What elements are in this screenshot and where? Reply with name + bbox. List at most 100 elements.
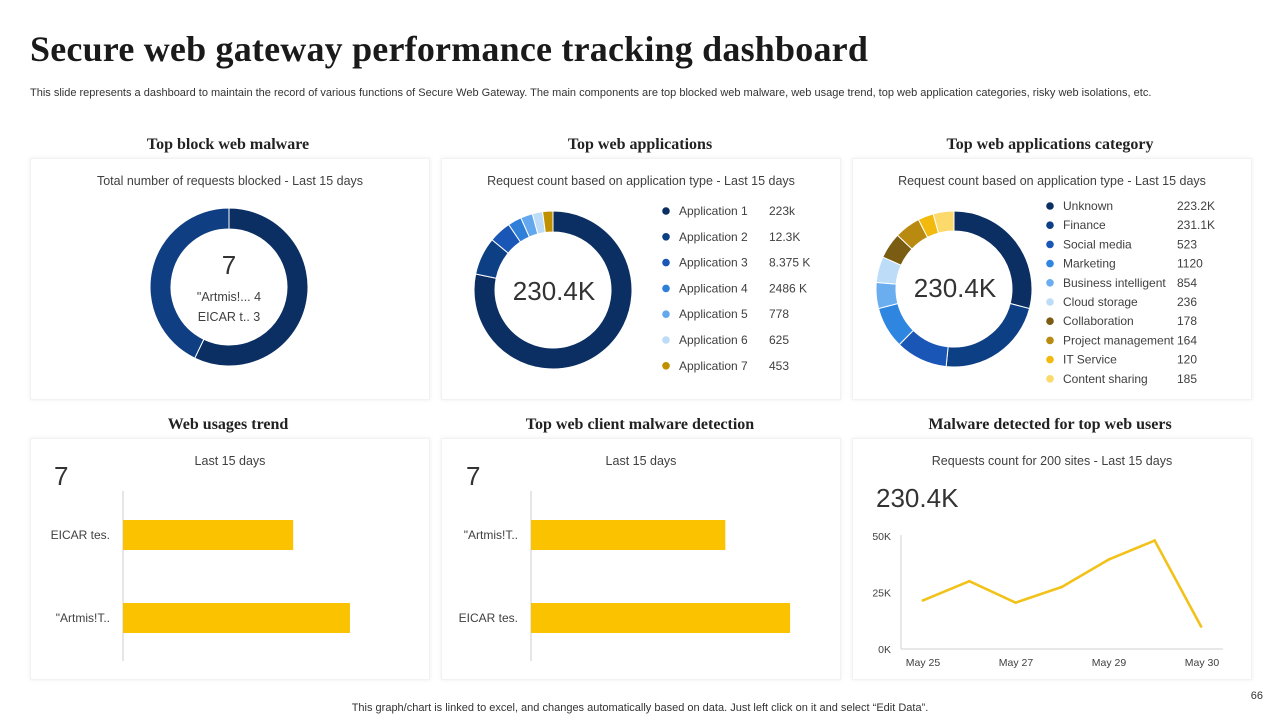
category-donut-chart[interactable]: 230.4K Unknown 223.2K Finance 231.1K Social … xyxy=(853,159,1251,399)
malware-slice-eicar-t[interactable] xyxy=(149,207,230,359)
users-line-point[interactable] xyxy=(1153,539,1157,542)
apps-legend-marker xyxy=(662,258,670,267)
category-legend-marker xyxy=(1046,221,1054,229)
apps-legend-label: Application 6 xyxy=(679,333,748,347)
page-number: 66 xyxy=(1250,690,1263,702)
category-legend-label: Marketing xyxy=(1063,257,1116,271)
apps-card-subtitle: Request count based on application type … xyxy=(487,174,795,188)
users-line[interactable] xyxy=(922,539,1203,628)
usage-bar-chart[interactable]: 7 EICAR tes. "Artmis!T.. xyxy=(31,439,429,679)
client-card-title: Top web client malware detection xyxy=(525,416,755,433)
category-legend-label: Business intelligent xyxy=(1063,276,1166,290)
apps-legend-label: Application 5 xyxy=(679,307,748,321)
category-legend-marker xyxy=(1046,336,1054,345)
category-donut-slices xyxy=(875,210,1033,368)
users-big-value: 230.4K xyxy=(876,483,959,513)
apps-center-value: 230.4K xyxy=(513,276,596,306)
apps-legend: Application 1 223k Application 2 12.3K Appli… xyxy=(662,204,810,373)
page-description: This slide represents a dashboard to mai… xyxy=(30,87,1152,99)
usage-bar[interactable] xyxy=(123,603,350,633)
category-legend-label: Finance xyxy=(1063,218,1106,232)
category-legend-label: Content sharing xyxy=(1063,372,1148,386)
apps-legend-value: 223k xyxy=(769,204,796,218)
client-bar-chart[interactable]: 7 "Artmis!T.. EICAR tes. xyxy=(442,439,840,679)
category-legend-value: 236 xyxy=(1177,295,1197,309)
usage-card-subtitle: Last 15 days xyxy=(194,454,266,468)
users-line-point[interactable] xyxy=(967,579,971,583)
client-card-subtitle: Last 15 days xyxy=(605,454,677,468)
users-line-point[interactable] xyxy=(1060,585,1064,589)
category-legend-value: 223.2K xyxy=(1177,199,1215,213)
category-legend-value: 231.1K xyxy=(1177,218,1215,232)
users-line-point[interactable] xyxy=(1199,625,1203,628)
category-legend-marker xyxy=(1046,202,1054,210)
category-legend-value: 1120 xyxy=(1177,257,1203,271)
users-x-tick-label: May 30 xyxy=(1185,657,1220,669)
malware-donut-slices xyxy=(149,207,309,367)
apps-donut-chart[interactable]: 230.4K Application 1 223k Application 2 12.… xyxy=(442,159,840,399)
category-legend: Unknown 223.2K Finance 231.1K Social media 52… xyxy=(1046,199,1215,386)
apps-legend-marker xyxy=(662,284,670,293)
users-x-tick-label: May 29 xyxy=(1092,657,1127,669)
category-legend-marker xyxy=(1046,240,1054,249)
client-category-label: EICAR tes. xyxy=(459,611,518,625)
category-legend-value: 185 xyxy=(1177,372,1197,386)
apps-slice-application-7[interactable] xyxy=(542,210,554,234)
category-legend-marker xyxy=(1046,298,1054,306)
apps-legend-marker xyxy=(662,233,670,241)
malware-center-line-2: EICAR t.. 3 xyxy=(198,310,261,324)
category-slice-content-sharing[interactable] xyxy=(932,210,955,234)
malware-center-value: 7 xyxy=(222,250,236,280)
page-title: Secure web gateway performance tracking … xyxy=(30,29,869,69)
category-legend-value: 120 xyxy=(1177,353,1197,367)
apps-legend-value: 778 xyxy=(769,307,789,321)
malware-donut-chart[interactable]: 7 "Artmis!... 4 EICAR t.. 3 xyxy=(31,159,429,399)
users-x-tick-label: May 25 xyxy=(906,657,941,669)
apps-legend-value: 12.3K xyxy=(769,230,800,244)
apps-legend-label: Application 3 xyxy=(679,256,748,270)
users-line-point[interactable] xyxy=(1014,601,1018,605)
apps-legend-value: 2486 K xyxy=(769,281,807,295)
malware-center-line-1: "Artmis!... 4 xyxy=(197,290,261,304)
category-legend-label: Project management xyxy=(1063,333,1174,347)
apps-legend-value: 453 xyxy=(769,359,789,373)
apps-legend-label: Application 2 xyxy=(679,230,748,244)
category-legend-value: 164 xyxy=(1177,333,1197,347)
usage-bars: EICAR tes. "Artmis!T.. xyxy=(51,520,350,633)
category-legend-value: 854 xyxy=(1177,276,1197,290)
category-legend-value: 178 xyxy=(1177,314,1197,328)
category-legend-marker xyxy=(1046,355,1054,364)
users-line-chart[interactable]: 230.4K 50K 25K 0K May 25 May 27 May 29 May 30 xyxy=(853,439,1251,679)
category-legend-marker xyxy=(1046,317,1054,325)
client-category-label: "Artmis!T.. xyxy=(464,528,518,542)
category-legend-marker xyxy=(1046,259,1054,268)
footer-note: This graph/chart is linked to excel, and… xyxy=(351,702,929,714)
category-legend-label: Unknown xyxy=(1063,199,1113,213)
usage-bar[interactable] xyxy=(123,520,294,550)
category-slice-finance[interactable] xyxy=(945,302,1031,368)
category-legend-label: Social media xyxy=(1063,237,1132,251)
category-legend-label: Cloud storage xyxy=(1063,295,1138,309)
users-card-title: Malware detected for top web users xyxy=(928,416,1172,433)
apps-card-title: Top web applications xyxy=(567,136,713,153)
malware-card-title: Top block web malware xyxy=(146,136,310,153)
client-bar[interactable] xyxy=(531,603,791,633)
usage-card-title: Web usages trend xyxy=(167,416,289,433)
category-slice-business-intelligent[interactable] xyxy=(875,281,899,310)
client-bar[interactable] xyxy=(531,520,726,550)
category-legend-label: IT Service xyxy=(1063,353,1117,367)
malware-slice-artmis[interactable] xyxy=(194,207,309,367)
apps-slice-application-1[interactable] xyxy=(473,210,633,370)
apps-legend-value: 8.375 K xyxy=(769,256,810,270)
users-line-point[interactable] xyxy=(921,599,925,602)
category-legend-value: 523 xyxy=(1177,237,1197,251)
malware-card: Total number of requests blocked - Last … xyxy=(30,158,430,400)
users-line-point[interactable] xyxy=(1106,558,1110,562)
client-card: Last 15 days 7 "Artmis!T.. EICAR tes. xyxy=(441,438,841,680)
apps-legend-marker xyxy=(662,310,670,318)
client-big-value: 7 xyxy=(466,461,480,491)
category-center-value: 230.4K xyxy=(914,273,997,303)
apps-legend-value: 625 xyxy=(769,333,789,347)
category-legend-marker xyxy=(1046,375,1054,383)
malware-card-subtitle: Total number of requests blocked - Last … xyxy=(96,174,364,188)
